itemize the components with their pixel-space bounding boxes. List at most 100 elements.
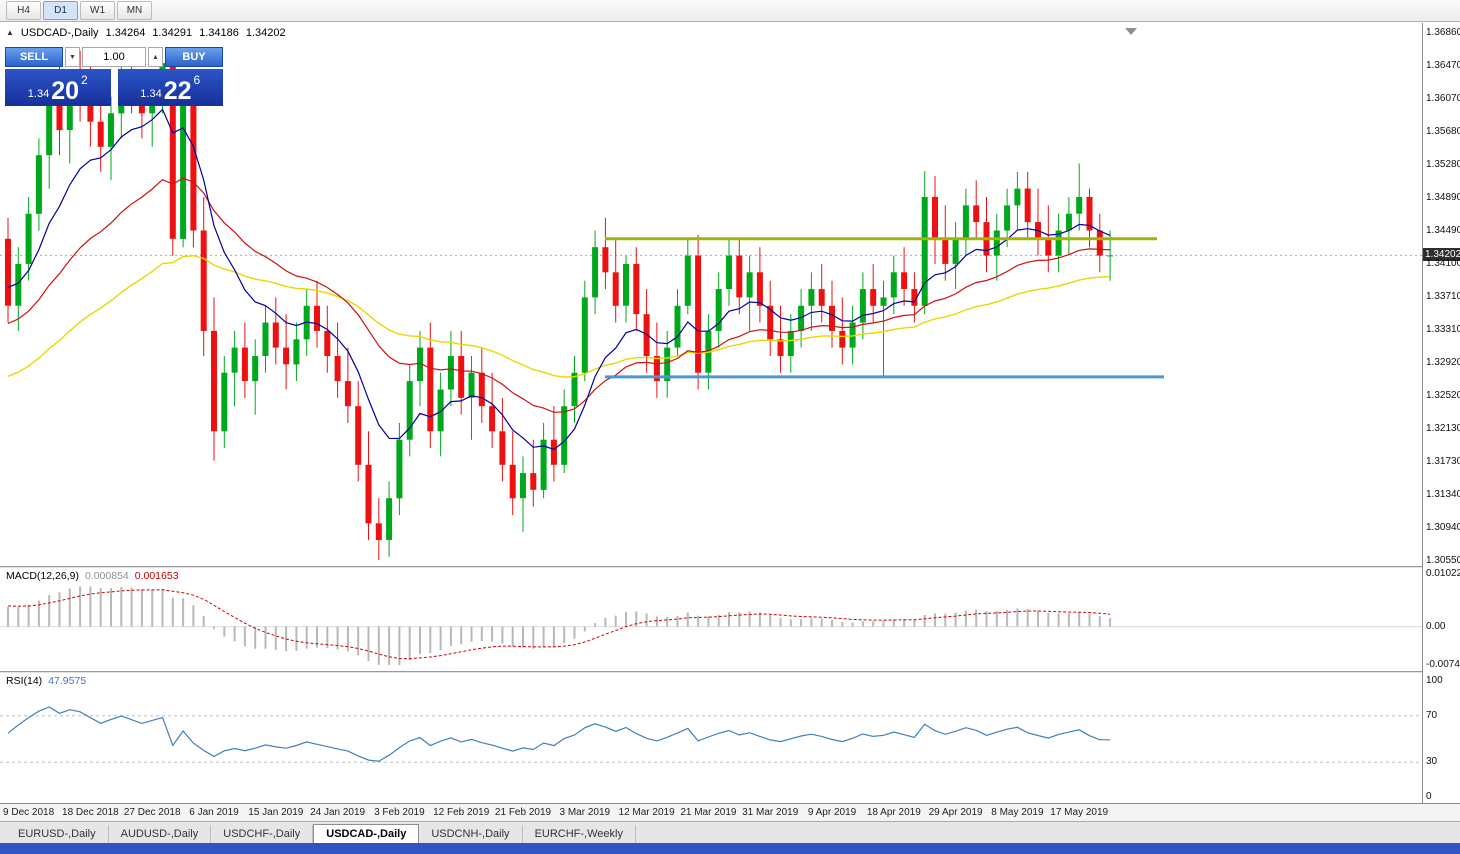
macd-canvas[interactable] <box>0 568 1422 671</box>
price-axis[interactable]: 1.34202 1.36860 1.36470 1.36070 1.35680 1.35… <box>1422 23 1460 803</box>
current-price-tag: 1.34202 <box>1423 248 1460 262</box>
date-axis-label: 6 Jan 2019 <box>189 807 239 818</box>
rsi-axis-label: 70 <box>1426 709 1438 721</box>
rsi-line <box>7 706 1111 762</box>
sell-price-display[interactable]: 1.34 20 2 <box>5 69 111 106</box>
panel-divider-macd[interactable] <box>0 566 1460 568</box>
chart-tab-audusd[interactable]: AUDUSD-,Daily <box>109 825 212 843</box>
date-axis-label: 8 May 2019 <box>991 807 1044 818</box>
date-axis-label: 27 Dec 2018 <box>123 807 181 818</box>
timeframe-button-d1[interactable]: D1 <box>43 1 78 20</box>
macd-panel <box>0 568 1422 671</box>
date-axis-label: 21 Mar 2019 <box>680 807 737 818</box>
price-axis-label: 1.33710 <box>1426 290 1460 302</box>
date-axis-label: 21 Feb 2019 <box>494 807 552 818</box>
macd-value-main: 0.000854 <box>84 570 129 582</box>
timeframe-toolbar: H4 D1 W1 MN <box>0 0 1460 22</box>
macd-label: MACD(12,26,9) 0.000854 0.001653 <box>6 570 179 582</box>
date-axis-label: 24 Jan 2019 <box>310 807 366 818</box>
buy-price-prefix: 1.34 <box>140 88 162 100</box>
chart-tab-eurusd[interactable]: EURUSD-,Daily <box>6 825 109 843</box>
main-chart-panel: ▲ USDCAD-,Daily 1.34264 1.34291 1.34186 … <box>0 23 1422 566</box>
date-axis-label: 9 Dec 2018 <box>3 807 55 818</box>
rsi-panel <box>0 673 1422 803</box>
buy-price-main: 22 <box>163 77 192 105</box>
macd-axis-label: 0.00 <box>1426 620 1446 632</box>
ohlc-low: 1.34186 <box>199 27 239 39</box>
chart-tab-usdcad[interactable]: USDCAD-,Daily <box>313 824 420 843</box>
buy-button[interactable]: BUY <box>165 47 223 67</box>
timeframe-button-w1[interactable]: W1 <box>80 1 115 20</box>
macd-value-signal: 0.001653 <box>134 570 179 582</box>
panel-divider-rsi[interactable] <box>0 671 1460 673</box>
buy-price-display[interactable]: 1.34 22 6 <box>117 69 223 106</box>
rsi-axis-label: 30 <box>1426 756 1438 768</box>
price-axis-label: 1.34100 <box>1426 257 1460 269</box>
ohlc-open: 1.34264 <box>105 27 146 39</box>
price-axis-label: 1.36470 <box>1426 59 1460 71</box>
date-axis-label: 29 Apr 2019 <box>928 807 983 818</box>
timeframe-button-h4[interactable]: H4 <box>6 1 41 20</box>
one-click-trading-panel: SELL ▼ ▲ BUY 1.34 20 2 1.34 22 6 <box>5 47 223 106</box>
volume-down-button[interactable]: ▼ <box>65 47 80 67</box>
chart-tab-usdchf[interactable]: USDCHF-,Daily <box>211 825 314 843</box>
timeframe-button-mn[interactable]: MN <box>117 1 152 20</box>
one-click-collapse-icon[interactable]: ▲ <box>6 28 14 37</box>
chart-shift-marker <box>1125 28 1137 35</box>
date-axis-label: 17 May 2019 <box>1050 807 1109 818</box>
volume-input[interactable] <box>82 47 146 67</box>
ma-slow <box>7 254 1111 378</box>
date-axis-label: 18 Apr 2019 <box>866 807 921 818</box>
chart-tab-usdcnh[interactable]: USDCNH-,Daily <box>419 825 523 843</box>
date-axis-label: 9 Apr 2019 <box>807 807 857 818</box>
date-axis-label: 18 Dec 2018 <box>62 807 119 818</box>
macd-name: MACD(12,26,9) <box>6 570 79 582</box>
price-axis-label: 1.36860 <box>1426 27 1460 38</box>
price-axis-label: 1.35680 <box>1426 125 1460 137</box>
ma-medium <box>7 177 1111 413</box>
chart-tab-bar: EURUSD-,Daily AUDUSD-,Daily USDCHF-,Daily U… <box>0 821 1460 843</box>
price-axis-label: 1.33310 <box>1426 324 1460 336</box>
rsi-axis-label: 100 <box>1426 675 1443 686</box>
date-axis-label: 15 Jan 2019 <box>248 807 304 818</box>
date-axis-label: 3 Mar 2019 <box>559 807 611 818</box>
chart-symbol-label: USDCAD-,Daily <box>20 27 99 39</box>
price-axis-label: 1.31730 <box>1426 456 1460 468</box>
price-axis-label: 1.32130 <box>1426 422 1460 434</box>
price-axis-label: 1.35280 <box>1426 159 1460 171</box>
price-axis-label: 1.32520 <box>1426 390 1460 402</box>
chart-header: ▲ USDCAD-,Daily 1.34264 1.34291 1.34186 … <box>6 27 286 39</box>
ohlc-close: 1.34202 <box>245 27 286 39</box>
price-axis-label: 1.34890 <box>1426 191 1460 203</box>
macd-axis-label: -0.007477 <box>1426 659 1460 670</box>
sell-price-pip: 2 <box>81 73 88 87</box>
ohlc-high: 1.34291 <box>152 27 193 39</box>
price-axis-label: 1.31340 <box>1426 488 1460 500</box>
chart-tab-eurchf[interactable]: EURCHF-,Weekly <box>523 825 636 843</box>
macd-signal-line <box>7 589 1111 660</box>
date-axis-label: 12 Feb 2019 <box>433 807 490 818</box>
rsi-name: RSI(14) <box>6 675 43 687</box>
sell-price-prefix: 1.34 <box>27 88 50 100</box>
sell-price-main: 20 <box>51 77 80 105</box>
date-axis-label: 3 Feb 2019 <box>374 807 425 818</box>
rsi-value: 47.9575 <box>48 675 87 687</box>
price-axis-label: 1.32920 <box>1426 356 1460 368</box>
volume-up-button[interactable]: ▲ <box>148 47 163 67</box>
candles <box>5 50 1114 561</box>
macd-axis-label: 0.010229 <box>1426 568 1460 579</box>
main-chart-canvas[interactable] <box>0 23 1422 566</box>
rsi-canvas[interactable] <box>0 673 1422 803</box>
date-axis[interactable]: 9 Dec 2018 18 Dec 2018 27 Dec 2018 6 Jan 20… <box>0 803 1460 821</box>
buy-price-pip: 6 <box>193 73 201 87</box>
price-axis-label: 1.30550 <box>1426 555 1460 566</box>
date-axis-label: 31 Mar 2019 <box>742 807 799 818</box>
ma-fast <box>7 108 1111 451</box>
price-axis-label: 1.30940 <box>1426 522 1460 534</box>
sell-button[interactable]: SELL <box>5 47 63 67</box>
macd-histogram <box>7 586 1112 665</box>
price-axis-label: 1.36070 <box>1426 93 1460 105</box>
rsi-axis-label: 0 <box>1426 791 1432 802</box>
date-axis-label: 12 Mar 2019 <box>618 807 675 818</box>
rsi-label: RSI(14) 47.9575 <box>6 675 86 687</box>
